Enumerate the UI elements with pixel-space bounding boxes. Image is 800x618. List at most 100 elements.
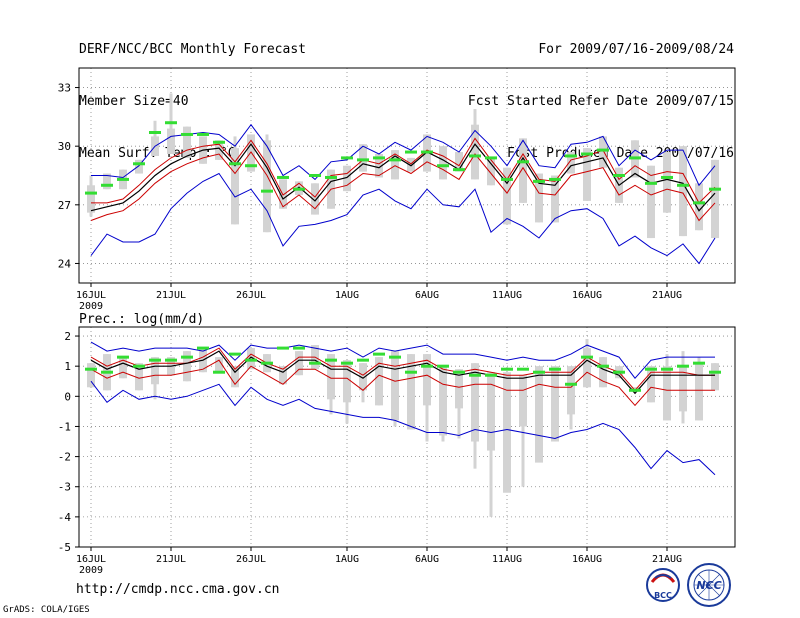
series-line-upper: [90, 347, 715, 392]
ensemble-box: [455, 152, 463, 172]
ensemble-box: [519, 138, 527, 203]
ensemble-box: [423, 354, 431, 406]
ensemble-box: [471, 363, 479, 442]
observation-marker: [357, 358, 369, 362]
observation-marker: [389, 355, 401, 359]
ensemble-box: [183, 351, 191, 382]
observation-marker: [325, 358, 337, 362]
x-tick-label: 11AUG: [492, 290, 522, 301]
x-tick-label: 6AUG: [415, 290, 439, 301]
ensemble-box: [407, 157, 415, 172]
observation-marker: [117, 355, 129, 359]
ensemble-box: [663, 152, 671, 213]
ensemble-box: [87, 185, 95, 213]
observation-marker: [261, 189, 273, 193]
x-tick-label: 21AUG: [652, 290, 682, 301]
panel-title-precip: Prec.: log(mm/d): [79, 312, 204, 327]
ensemble-box: [359, 363, 367, 391]
observation-marker: [341, 156, 353, 160]
series-line-max: [91, 123, 716, 187]
observation-marker: [421, 364, 433, 368]
x-tick-label: 16JUL: [76, 554, 106, 565]
observation-marker: [197, 346, 209, 350]
observation-marker: [181, 355, 193, 359]
observation-marker: [629, 156, 641, 160]
observation-marker: [565, 382, 577, 386]
ensemble-box: [519, 375, 527, 427]
ensemble-box: [343, 360, 351, 403]
y-tick-label: -3: [58, 481, 71, 494]
ensemble-box: [359, 144, 367, 172]
series-line-upper: [91, 137, 716, 204]
x-tick-label: 26JUL: [236, 290, 266, 301]
whisker: [521, 375, 525, 487]
observation-marker: [101, 370, 113, 374]
series-line-mean: [90, 350, 715, 395]
ensemble-box: [391, 351, 399, 421]
panel-temperature: 24 27 30 33 16JUL 21JUL 26JUL 1AUG 6AUG 11AUG 16AU…: [58, 67, 736, 312]
observation-marker: [421, 150, 433, 154]
observation-marker: [453, 370, 465, 374]
x-tick-label: 1AUG: [335, 554, 359, 565]
ensemble-box: [263, 140, 271, 233]
observation-marker: [261, 361, 273, 365]
ensemble-box: [183, 126, 191, 158]
plot-frame: [78, 67, 736, 284]
x-tick-label: 16AUG: [572, 554, 602, 565]
observation-marker: [485, 156, 497, 160]
ensemble-box: [535, 173, 543, 223]
ensemble-box: [647, 366, 655, 403]
observation-marker: [373, 352, 385, 356]
ensemble-box: [279, 366, 287, 385]
series-line-lower: [90, 359, 715, 407]
observation-marker: [245, 358, 257, 362]
observation-marker: [325, 175, 337, 179]
ensemble-box: [503, 167, 511, 225]
ensemble-box: [599, 136, 607, 168]
ensemble-box: [135, 363, 143, 391]
observation-marker: [309, 361, 321, 365]
ensemble-box: [215, 140, 223, 160]
observation-marker: [677, 364, 689, 368]
ensemble-box: [631, 387, 639, 391]
ensemble-box: [407, 354, 415, 430]
observation-marker: [101, 183, 113, 187]
ensemble-box: [679, 146, 687, 237]
ensemble-box: [487, 157, 495, 186]
ensemble-box: [231, 148, 239, 225]
observation-marker: [709, 187, 721, 191]
ensemble-box: [343, 165, 351, 192]
year-label: 2009: [79, 565, 103, 576]
observation-marker: [213, 140, 225, 144]
member-size: Member Size=40: [79, 94, 189, 109]
observation-marker: [197, 132, 209, 136]
ensemble-box: [311, 183, 319, 215]
observation-marker: [469, 154, 481, 158]
observation-marker: [133, 162, 145, 166]
observation-marker: [501, 367, 513, 371]
observation-marker: [501, 177, 513, 181]
panel-precipitation: -5 -4 -3 -2 -1 0 1 2 16JUL 21JUL 26JUL 1AUG 6AUG 11AU…: [58, 326, 736, 576]
observation-marker: [437, 364, 449, 368]
observation-marker: [549, 367, 561, 371]
series-line-min: [90, 172, 716, 265]
observation-marker: [565, 154, 577, 158]
ensemble-box: [551, 366, 559, 442]
observation-marker: [277, 175, 289, 179]
series-line-mean: [90, 143, 716, 212]
observation-marker: [405, 150, 417, 154]
y-tick-label: -2: [58, 451, 71, 464]
ensemble-box: [167, 128, 175, 154]
ensemble-box: [647, 165, 655, 239]
x-tick-label: 1AUG: [335, 290, 359, 301]
source-url[interactable]: http://cmdp.ncc.cma.gov.cn: [76, 582, 280, 597]
observation-marker: [213, 370, 225, 374]
observation-marker: [629, 388, 641, 392]
observation-marker: [309, 174, 321, 177]
observation-marker: [181, 132, 193, 136]
forecast-period: For 2009/07/16-2009/08/24: [538, 42, 734, 57]
ensemble-box: [327, 354, 335, 400]
observation-marker: [677, 183, 689, 187]
ensemble-box: [375, 154, 383, 178]
ensemble-box: [663, 366, 671, 421]
